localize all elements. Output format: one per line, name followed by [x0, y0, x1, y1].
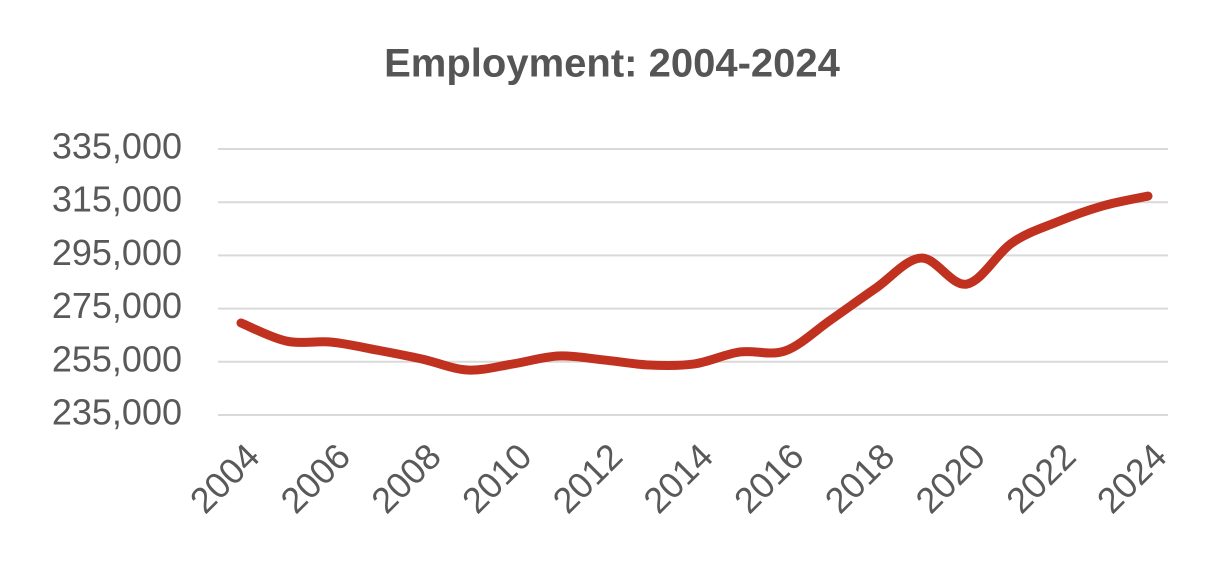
- x-tick-label: 2016: [726, 435, 812, 521]
- x-tick-label: 2014: [635, 435, 721, 521]
- x-tick-label: 2018: [817, 435, 903, 521]
- chart-title: Employment: 2004-2024: [384, 42, 841, 86]
- y-tick-label: 235,000: [52, 392, 182, 433]
- x-tick-label: 2006: [272, 435, 358, 521]
- y-tick-label: 255,000: [52, 338, 182, 379]
- x-tick-label: 2010: [454, 435, 540, 521]
- y-tick-label: 315,000: [52, 179, 182, 220]
- data-line: [236, 191, 1153, 375]
- x-tick-label: 2008: [363, 435, 449, 521]
- x-tick-label: 2020: [907, 435, 993, 521]
- x-tick-label: 2022: [998, 435, 1084, 521]
- x-tick-label: 2012: [545, 435, 631, 521]
- y-tick-label: 295,000: [52, 232, 182, 273]
- x-tick-label: 2004: [182, 435, 268, 521]
- y-tick-label: 275,000: [52, 285, 182, 326]
- x-tick-label: 2024: [1089, 435, 1175, 521]
- y-tick-label: 335,000: [52, 126, 182, 167]
